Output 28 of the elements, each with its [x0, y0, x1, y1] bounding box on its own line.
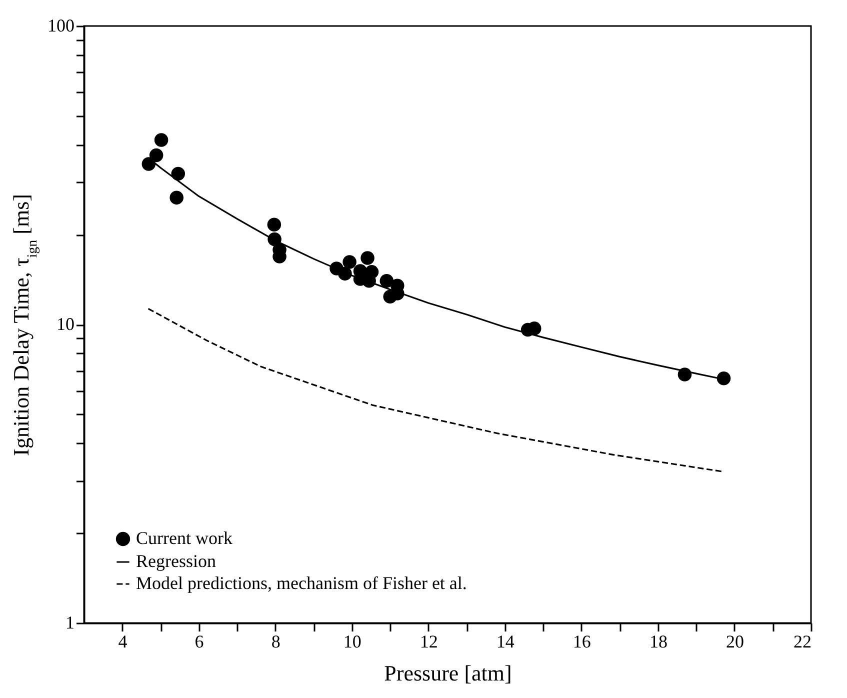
point — [154, 133, 168, 147]
y-tick-label: 1 — [66, 612, 74, 632]
x-axis-title: Pressure [atm] — [384, 660, 512, 686]
x-tick-label: 14 — [496, 632, 514, 652]
point — [342, 255, 356, 269]
x-tick-label: 6 — [194, 632, 204, 652]
point — [383, 290, 397, 304]
x-tick-label: 18 — [649, 632, 668, 652]
legend-label: Regression — [136, 551, 216, 571]
x-tick-label: 8 — [271, 632, 280, 652]
point — [267, 218, 282, 232]
point — [716, 371, 731, 386]
x-tick-label: 20 — [726, 632, 744, 652]
y-tick-label: 10 — [56, 314, 74, 334]
x-tick-label: 4 — [118, 632, 128, 652]
y-tick-label: 100 — [48, 16, 74, 36]
line-series — [147, 308, 722, 472]
point — [380, 274, 394, 288]
x-tick-label: 22 — [794, 632, 812, 652]
point — [149, 148, 164, 162]
legend-label: Current work — [136, 528, 232, 548]
legend-label: Model predictions, mechanism of Fisher et al. — [136, 573, 467, 593]
x-tick-label: 12 — [420, 632, 438, 652]
x-tick-label: 10 — [343, 632, 362, 652]
point — [171, 166, 186, 181]
point — [360, 251, 374, 265]
point — [170, 190, 184, 205]
x-tick-label: 16 — [572, 632, 591, 652]
